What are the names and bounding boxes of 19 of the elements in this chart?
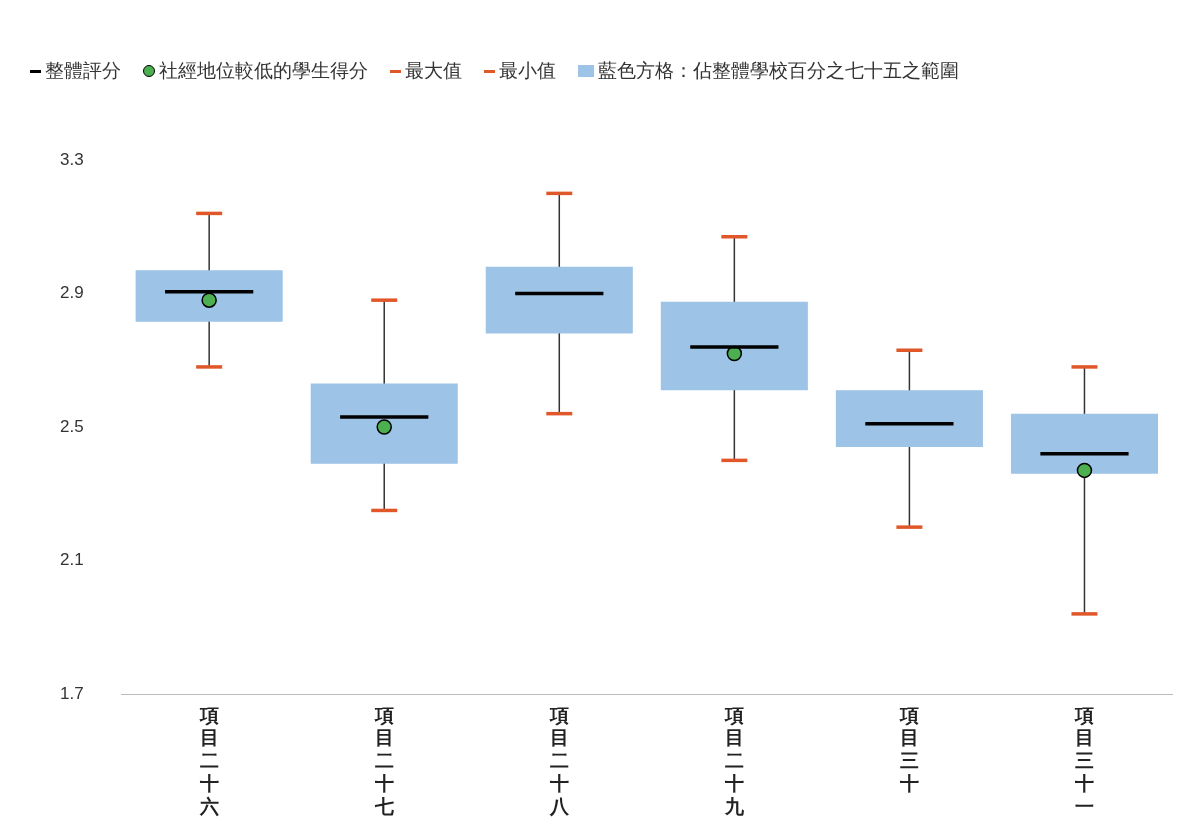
point xyxy=(1076,462,1093,479)
y-tick-label: 1.7 xyxy=(59,683,84,703)
legend-label: 藍色方格：佔整體學校百分之七十五之範圍 xyxy=(598,58,959,83)
point xyxy=(201,292,217,308)
text: 最大值 xyxy=(405,58,462,83)
x-tick-label: 項目三十一 xyxy=(1073,704,1094,817)
y-tick-label: 2.5 xyxy=(59,416,84,436)
x-tick-label: 項目二十六 xyxy=(198,704,219,817)
y-tick-label: 2.1 xyxy=(59,550,84,570)
y-tick-label: 2.9 xyxy=(59,283,84,303)
y-tick-label: 3.3 xyxy=(59,149,84,169)
text: 最小值 xyxy=(499,58,556,83)
point xyxy=(376,419,392,435)
x-tick-label: 項目二十七 xyxy=(373,704,394,817)
text: 整體評分 xyxy=(45,58,121,83)
x-tick-label: 項目二十八 xyxy=(548,704,570,817)
x-tick-label: 項目三十 xyxy=(898,704,919,795)
x-tick-label: 項目二十九 xyxy=(723,704,745,817)
legend-label: 社經地位較低的學生得分 xyxy=(159,58,368,83)
